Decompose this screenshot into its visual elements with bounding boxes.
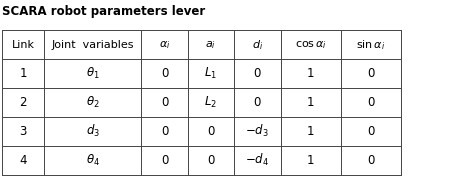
Text: 0: 0 <box>207 125 215 138</box>
Text: $L_{2}$: $L_{2}$ <box>204 95 218 110</box>
Text: $a_{i}$: $a_{i}$ <box>205 39 217 51</box>
Text: 0: 0 <box>254 67 261 80</box>
Text: 0: 0 <box>254 96 261 109</box>
Text: 1: 1 <box>19 67 27 80</box>
Text: Link: Link <box>12 40 35 50</box>
Text: 0: 0 <box>161 154 168 167</box>
Text: $\sin\alpha_{i}$: $\sin\alpha_{i}$ <box>356 38 385 51</box>
Text: $-d_{3}$: $-d_{3}$ <box>246 123 269 139</box>
Text: $\cos\alpha_{i}$: $\cos\alpha_{i}$ <box>295 39 327 51</box>
Text: $\theta_{4}$: $\theta_{4}$ <box>86 152 100 168</box>
Text: 2: 2 <box>19 96 27 109</box>
Text: 0: 0 <box>367 96 374 109</box>
Text: $d_{3}$: $d_{3}$ <box>86 123 100 139</box>
Text: 0: 0 <box>207 154 215 167</box>
Text: $-d_{4}$: $-d_{4}$ <box>246 152 269 168</box>
Text: 0: 0 <box>161 67 168 80</box>
Text: Joint  variables: Joint variables <box>51 40 134 50</box>
Text: 1: 1 <box>307 96 314 109</box>
Text: SCARA robot parameters lever: SCARA robot parameters lever <box>2 5 206 18</box>
Text: 4: 4 <box>19 154 27 167</box>
Text: 3: 3 <box>19 125 27 138</box>
Text: $L_{1}$: $L_{1}$ <box>204 66 218 81</box>
Text: 1: 1 <box>307 125 314 138</box>
Text: 0: 0 <box>161 96 168 109</box>
Text: $\theta_{2}$: $\theta_{2}$ <box>86 95 100 110</box>
Text: 0: 0 <box>367 125 374 138</box>
Text: $\alpha_{i}$: $\alpha_{i}$ <box>159 39 170 51</box>
Text: 0: 0 <box>161 125 168 138</box>
Text: 1: 1 <box>307 67 314 80</box>
Text: 1: 1 <box>307 154 314 167</box>
Text: $\theta_{1}$: $\theta_{1}$ <box>86 66 100 81</box>
Text: 0: 0 <box>367 67 374 80</box>
Text: $d_{i}$: $d_{i}$ <box>252 38 263 51</box>
Text: 0: 0 <box>367 154 374 167</box>
